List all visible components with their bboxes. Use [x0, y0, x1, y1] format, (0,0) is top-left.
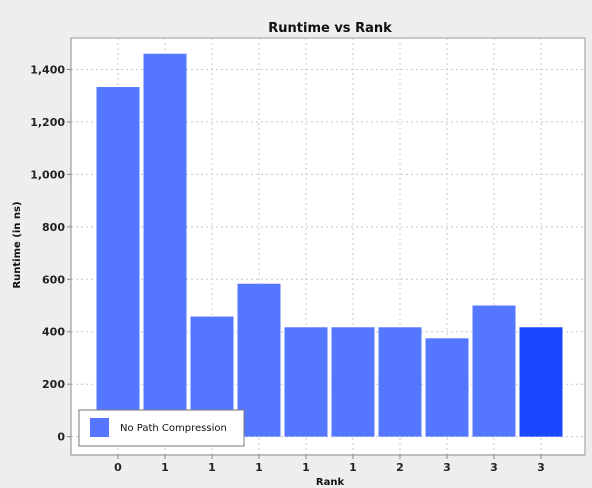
bar	[237, 283, 281, 437]
legend: No Path Compression	[78, 409, 245, 447]
y-tick-label: 1,200	[30, 116, 65, 129]
x-tick-label: 3	[537, 461, 545, 474]
bars	[96, 53, 563, 437]
chart-title: Runtime vs Rank	[268, 21, 392, 36]
x-tick-label: 1	[349, 461, 357, 474]
bar	[284, 327, 328, 437]
x-tick-label: 3	[490, 461, 498, 474]
legend-swatch	[90, 418, 109, 437]
bar	[472, 305, 516, 437]
legend-label: No Path Compression	[120, 423, 227, 434]
y-tick-label: 600	[42, 273, 65, 286]
bar	[425, 338, 469, 437]
x-axis-ticks: 0 1 1 1 1 1 2 3 3 3	[114, 455, 545, 474]
bar	[519, 327, 563, 437]
bar	[96, 87, 140, 437]
y-axis-label: Runtime (in ns)	[12, 201, 23, 288]
y-tick-label: 800	[42, 221, 65, 234]
x-tick-label: 0	[114, 461, 122, 474]
x-tick-label: 1	[255, 461, 263, 474]
y-axis-ticks: 0 200 400 600 800 1,000 1,200 1,400	[30, 63, 71, 444]
x-axis-label: Rank	[316, 477, 345, 488]
bar	[378, 327, 422, 437]
x-tick-label: 1	[302, 461, 310, 474]
y-tick-label: 1,000	[30, 168, 65, 181]
x-tick-label: 3	[443, 461, 451, 474]
x-tick-label: 1	[161, 461, 169, 474]
bar	[331, 327, 375, 437]
y-tick-label: 200	[42, 378, 65, 391]
x-tick-label: 2	[396, 461, 404, 474]
y-tick-label: 0	[57, 431, 65, 444]
y-tick-label: 1,400	[30, 63, 65, 76]
y-tick-label: 400	[42, 326, 65, 339]
x-tick-label: 1	[208, 461, 216, 474]
bar	[143, 53, 187, 437]
